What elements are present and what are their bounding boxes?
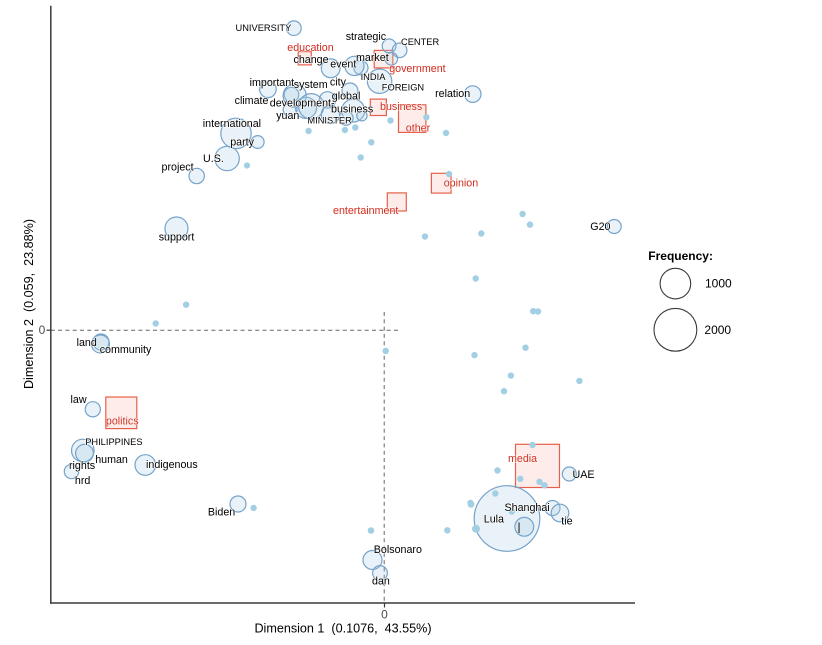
svg-text:Frequency:: Frequency: — [648, 249, 713, 263]
svg-text:other: other — [406, 123, 431, 135]
svg-text:Shanghai: Shanghai — [505, 502, 550, 514]
svg-text:media: media — [508, 453, 537, 465]
svg-text:Lula: Lula — [484, 514, 504, 526]
svg-text:Dimension 2 (0.059, 23.88%): Dimension 2 (0.059, 23.88%) — [22, 219, 36, 389]
svg-text:U.S.: U.S. — [203, 153, 224, 165]
svg-text:human: human — [95, 454, 128, 466]
svg-text:development-: development- — [270, 98, 335, 110]
svg-text:Bolsonaro: Bolsonaro — [374, 544, 422, 556]
svg-text:global: global — [332, 91, 361, 103]
svg-text:PHILIPPINES: PHILIPPINES — [85, 437, 142, 447]
svg-text:G20: G20 — [590, 221, 610, 233]
svg-text:market: market — [356, 52, 389, 64]
svg-text:city: city — [330, 76, 347, 88]
svg-text:tie: tie — [561, 515, 572, 527]
svg-text:system: system — [294, 79, 328, 91]
svg-text:politics: politics — [106, 415, 139, 427]
svg-text:2000: 2000 — [704, 323, 731, 337]
svg-text:entertainment: entertainment — [333, 205, 398, 217]
svg-text:law: law — [71, 394, 87, 406]
svg-text:community: community — [100, 344, 152, 356]
svg-text:change: change — [294, 54, 329, 66]
svg-text:government: government — [389, 63, 445, 75]
svg-text:CENTER: CENTER — [401, 37, 440, 47]
svg-text:support: support — [159, 232, 195, 244]
svg-text:yuan: yuan — [276, 110, 299, 122]
svg-text:party: party — [230, 136, 254, 148]
svg-text:event: event — [330, 59, 356, 71]
svg-text:business: business — [331, 103, 373, 115]
svg-text:MINISTER: MINISTER — [307, 116, 352, 126]
svg-text:1000: 1000 — [705, 277, 732, 291]
svg-text:INDIA: INDIA — [361, 72, 387, 82]
svg-text:dan: dan — [372, 576, 390, 588]
svg-text:Dimension 1 (0.1076, 43.55%): Dimension 1 (0.1076, 43.55%) — [254, 622, 431, 636]
svg-text:climate: climate — [235, 95, 269, 107]
svg-text:education: education — [287, 42, 333, 54]
svg-text:strategic: strategic — [346, 31, 387, 43]
svg-text:hrd: hrd — [75, 475, 91, 487]
svg-text:rights: rights — [69, 460, 95, 472]
svg-text:UAE: UAE — [573, 469, 595, 481]
svg-text:opinion: opinion — [444, 178, 479, 190]
svg-text:Biden: Biden — [208, 507, 235, 519]
svg-text:FOREIGN: FOREIGN — [382, 83, 424, 93]
svg-text:0: 0 — [381, 608, 388, 622]
svg-text:important: important — [250, 77, 295, 89]
svg-text:project: project — [162, 161, 194, 173]
svg-text:indigenous: indigenous — [146, 459, 198, 471]
svg-text:international: international — [203, 118, 261, 130]
svg-text:land: land — [77, 337, 97, 349]
svg-text:relation: relation — [435, 88, 470, 100]
svg-text:business: business — [380, 101, 422, 113]
svg-text:UNIVERSITY: UNIVERSITY — [236, 23, 292, 33]
svg-text:0: 0 — [39, 323, 46, 337]
